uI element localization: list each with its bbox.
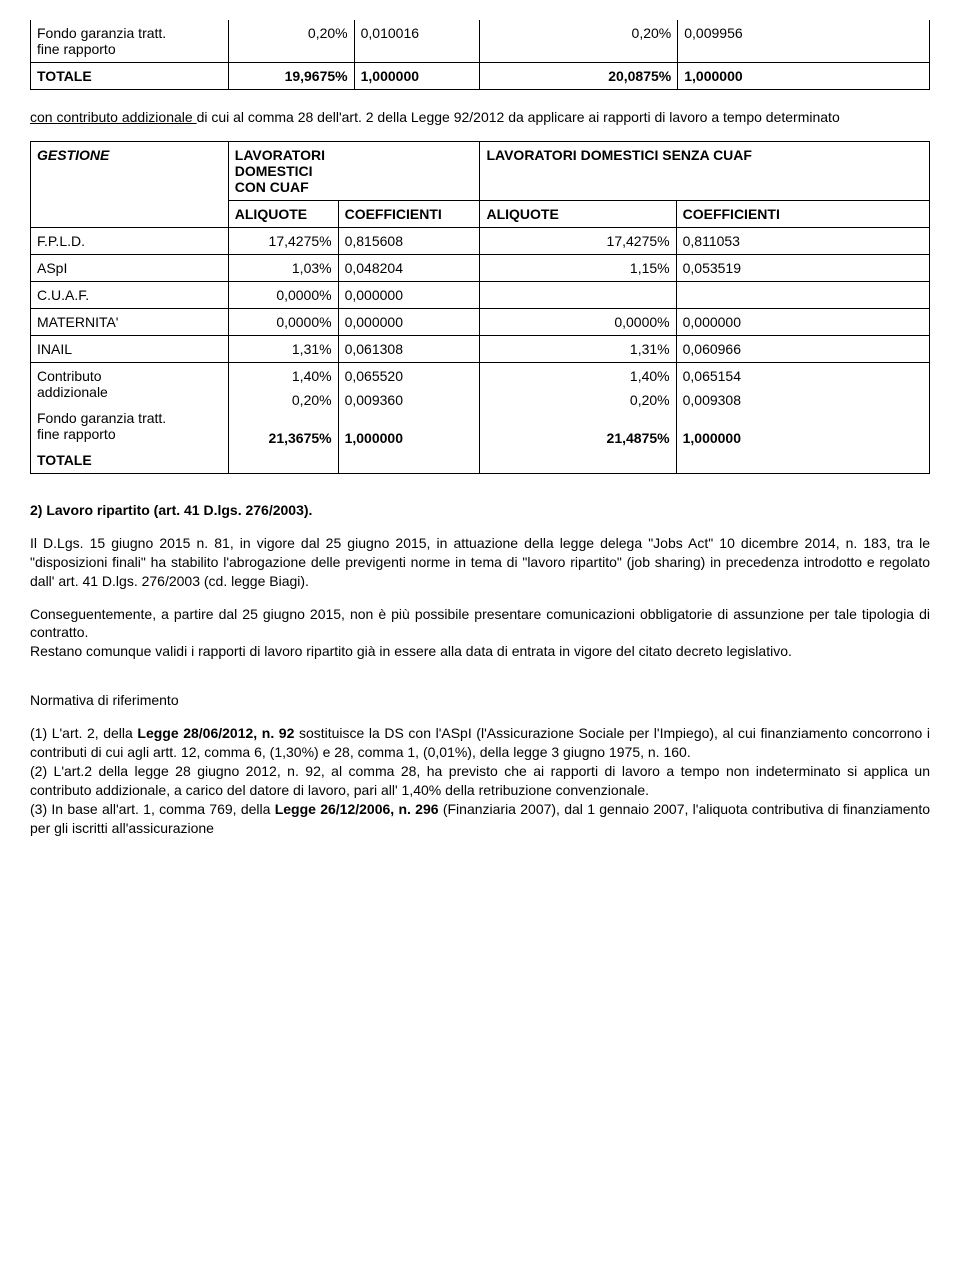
t2-h-domcuaf: LAVORATORI DOMESTICI CON CUAF <box>228 141 480 200</box>
para-1c: Restano comunque validi i rapporti di la… <box>30 642 930 661</box>
t1-label-2: TOTALE <box>31 63 229 90</box>
t2-h-aliq1: ALIQUOTE <box>228 200 338 227</box>
t2-r4-b: 0,061308 <box>338 335 480 362</box>
t1-a-2: 19,9675% <box>228 63 354 90</box>
t1-a-1: 0,20% <box>228 20 354 63</box>
t2-h-coef1: COEFFICIENTI <box>338 200 480 227</box>
t2-r0-label: F.P.L.D. <box>31 227 229 254</box>
t1-d-2: 1,000000 <box>678 63 930 90</box>
t2-r4-d: 0,060966 <box>676 335 929 362</box>
t2-r2-c <box>480 281 676 308</box>
section-2-title: 2) Lavoro ripartito (art. 41 D.lgs. 276/… <box>30 502 930 518</box>
t2-r2-a: 0,0000% <box>228 281 338 308</box>
t2-r2-b: 0,000000 <box>338 281 480 308</box>
t2-r3-b: 0,000000 <box>338 308 480 335</box>
intro-para-2: con contributo addizionale di cui al com… <box>30 108 930 127</box>
t2-h-coef2: COEFFICIENTI <box>676 200 929 227</box>
t2-r4-c: 1,31% <box>480 335 676 362</box>
t2-r2-d <box>676 281 929 308</box>
t2-r0-c: 17,4275% <box>480 227 676 254</box>
t2-r3-c: 0,0000% <box>480 308 676 335</box>
table-partial-top: Fondo garanzia tratt. fine rapporto 0,20… <box>30 20 930 90</box>
t2-r3-a: 0,0000% <box>228 308 338 335</box>
normativa-title: Normativa di riferimento <box>30 691 930 710</box>
t2-h-gestione: GESTIONE <box>31 141 229 227</box>
t2-r1-label: ASpI <box>31 254 229 281</box>
t1-c-1: 0,20% <box>480 20 678 63</box>
t2-block-c: 1,40% 0,20% 21,4875% <box>480 362 676 473</box>
t2-r1-d: 0,053519 <box>676 254 929 281</box>
t2-r2-label: C.U.A.F. <box>31 281 229 308</box>
t2-r0-a: 17,4275% <box>228 227 338 254</box>
table-gestione: GESTIONE LAVORATORI DOMESTICI CON CUAF L… <box>30 141 930 474</box>
note-3: (3) In base all'art. 1, comma 769, della… <box>30 800 930 838</box>
note-1: (1) L'art. 2, della Legge 28/06/2012, n.… <box>30 724 930 762</box>
t2-h-aliq2: ALIQUOTE <box>480 200 676 227</box>
t2-r1-a: 1,03% <box>228 254 338 281</box>
t2-h-senza: LAVORATORI DOMESTICI SENZA CUAF <box>480 141 930 200</box>
note-2: (2) L'art.2 della legge 28 giugno 2012, … <box>30 762 930 800</box>
t1-b-1: 0,010016 <box>354 20 480 63</box>
t2-r3-d: 0,000000 <box>676 308 929 335</box>
t2-r3-label: MATERNITA' <box>31 308 229 335</box>
para-1b: Conseguentemente, a partire dal 25 giugn… <box>30 605 930 643</box>
t2-r4-label: INAIL <box>31 335 229 362</box>
t2-r0-d: 0,811053 <box>676 227 929 254</box>
t1-d-1: 0,009956 <box>678 20 930 63</box>
t2-block-d: 0,065154 0,009308 1,000000 <box>676 362 929 473</box>
t2-r1-b: 0,048204 <box>338 254 480 281</box>
t2-r4-a: 1,31% <box>228 335 338 362</box>
t1-c-2: 20,0875% <box>480 63 678 90</box>
t1-b-2: 1,000000 <box>354 63 480 90</box>
t1-label-1: Fondo garanzia tratt. fine rapporto <box>31 20 229 63</box>
para-1a: Il D.Lgs. 15 giugno 2015 n. 81, in vigor… <box>30 534 930 591</box>
t2-r0-b: 0,815608 <box>338 227 480 254</box>
t2-block-b: 0,065520 0,009360 1,000000 <box>338 362 480 473</box>
t2-block-a: 1,40% 0,20% 21,3675% <box>228 362 338 473</box>
t2-block-labels: Contributo addizionale Fondo garanzia tr… <box>31 362 229 473</box>
t2-r1-c: 1,15% <box>480 254 676 281</box>
